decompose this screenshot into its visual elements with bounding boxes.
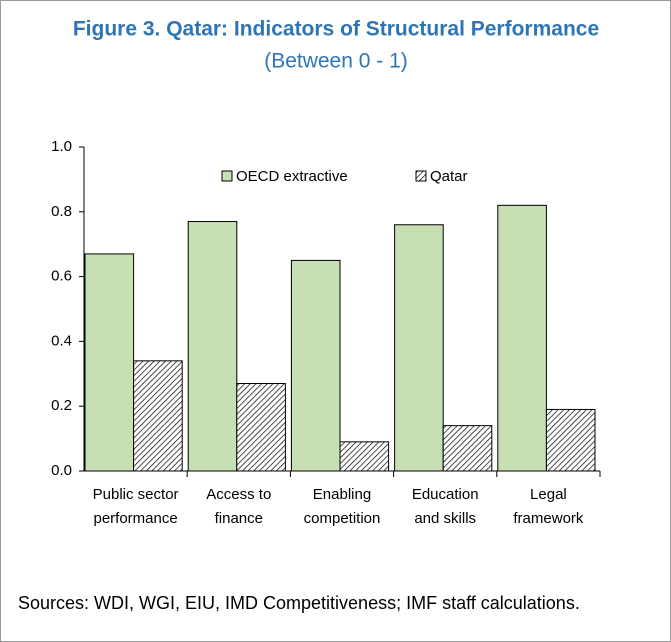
legend-swatch <box>415 170 427 182</box>
bar <box>339 441 390 472</box>
bar <box>84 253 135 472</box>
legend-label: Qatar <box>430 168 468 185</box>
x-tick-label: and skills <box>414 510 476 527</box>
source-note: Sources: WDI, WGI, EIU, IMD Competitiven… <box>18 593 580 613</box>
legend-label: OECD extractive <box>236 168 348 185</box>
bar <box>290 259 341 472</box>
x-tick-label: Public sector <box>93 486 179 503</box>
bar <box>187 221 238 472</box>
bar <box>442 425 493 472</box>
legend-swatch <box>221 170 233 182</box>
chart-title: Figure 3. Qatar: Indicators of Structura… <box>73 18 599 41</box>
bar <box>394 224 444 472</box>
x-tick-label: finance <box>215 510 263 527</box>
y-tick-label: 0.4 <box>51 332 72 349</box>
x-tick-label: Access to <box>206 486 271 503</box>
y-tick-label: 0.6 <box>51 268 72 285</box>
x-tick-label: performance <box>93 510 177 527</box>
bar <box>133 360 183 472</box>
y-tick-label: 0.2 <box>51 397 72 414</box>
x-tick-label: Education <box>412 486 479 503</box>
x-tick-label: Legal <box>530 486 567 503</box>
x-tick-label: framework <box>513 510 584 527</box>
bar <box>545 408 596 472</box>
x-tick-label: Enabling <box>313 486 371 503</box>
y-tick-label: 0.0 <box>51 462 72 479</box>
y-tick-label: 0.8 <box>51 203 72 220</box>
bar <box>497 204 547 472</box>
chart-subtitle: (Between 0 - 1) <box>264 50 408 73</box>
y-tick-label: 1.0 <box>51 138 72 155</box>
x-tick-label: competition <box>304 510 381 527</box>
bar <box>236 383 286 472</box>
